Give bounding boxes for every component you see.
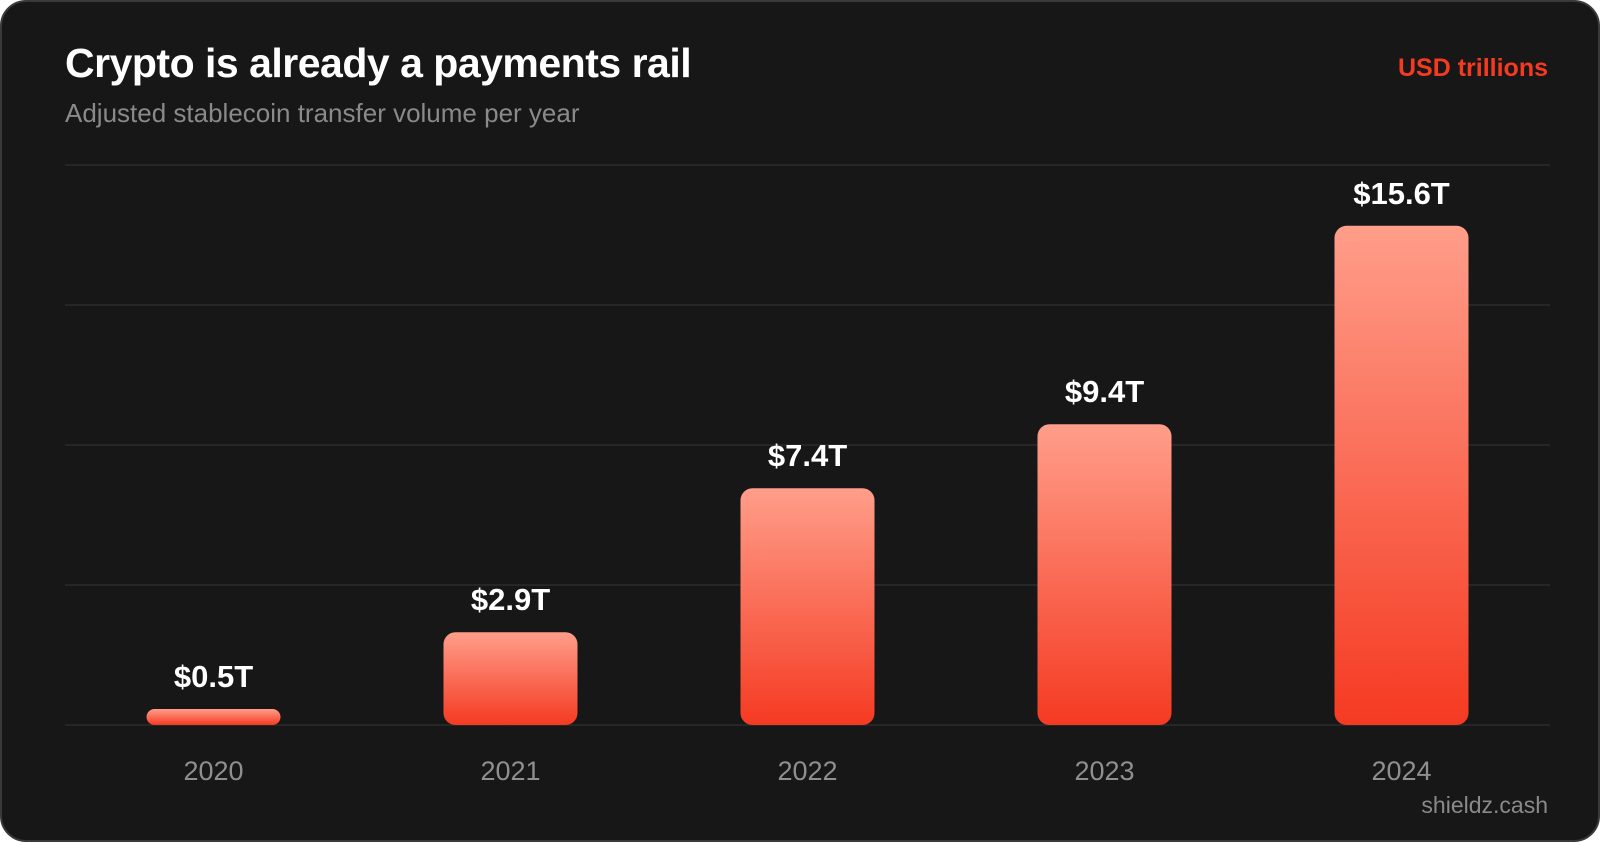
value-label-2024: $15.6T (1353, 176, 1450, 211)
category-label-2024: 2024 (1371, 756, 1431, 786)
category-label-2020: 2020 (183, 756, 243, 786)
chart-subtitle: Adjusted stablecoin transfer volume per … (65, 98, 580, 128)
bar-2023 (1037, 424, 1172, 725)
unit-label: USD trillions (1397, 54, 1548, 82)
category-label-2021: 2021 (480, 756, 540, 786)
bars (146, 225, 1469, 726)
value-label-2023: $9.4T (1065, 374, 1144, 409)
value-label-2021: $2.9T (471, 582, 550, 617)
value-label-2020: $0.5T (174, 659, 253, 694)
value-labels: $0.5T $2.9T $7.4T $9.4T $15.6T (174, 176, 1450, 694)
bar-2022 (740, 488, 875, 725)
category-label-2022: 2022 (777, 756, 837, 786)
value-label-2022: $7.4T (768, 438, 847, 473)
bar-2021 (443, 632, 578, 725)
chart-title: Crypto is already a payments rail (65, 40, 692, 86)
watermark: shieldz.cash (1421, 792, 1548, 818)
bar-2020 (146, 709, 281, 725)
category-labels: 2020 2021 2022 2023 2024 (183, 756, 1431, 786)
bar-2024 (1334, 225, 1469, 726)
category-label-2023: 2023 (1074, 756, 1134, 786)
